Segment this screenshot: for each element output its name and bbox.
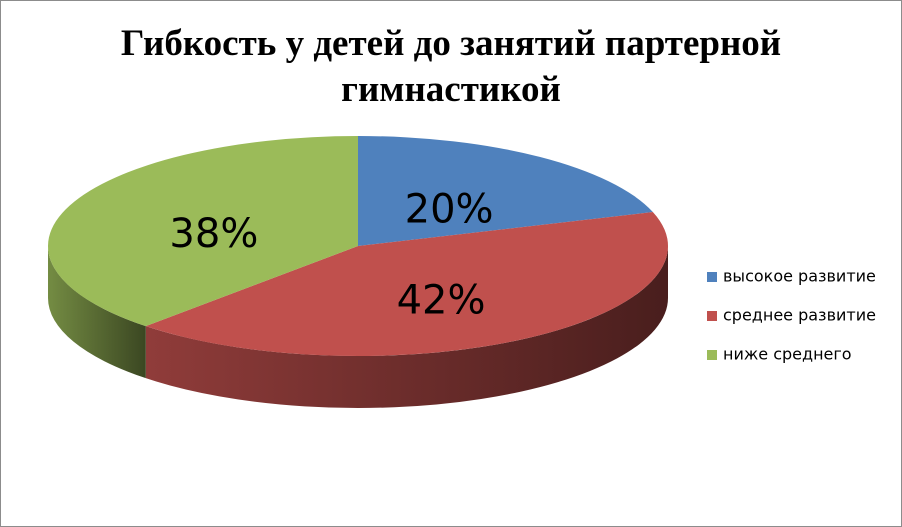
chart-title: Гибкость у детей до занятий партерной ги… xyxy=(120,23,782,110)
slice xyxy=(47,136,359,327)
data-label: 38% xyxy=(169,211,258,257)
slice xyxy=(145,212,668,356)
legend-label: высокое развитие xyxy=(723,267,876,286)
data-label: 42% xyxy=(397,277,486,323)
legend-swatch xyxy=(707,272,717,282)
legend-label: ниже среднего xyxy=(723,345,852,364)
legend-swatch xyxy=(707,311,717,321)
slice-side xyxy=(145,246,668,408)
legend-label: среднее развитие xyxy=(723,306,876,325)
slice-side xyxy=(48,246,146,379)
legend-swatch xyxy=(707,350,717,360)
data-label: 20% xyxy=(405,187,494,233)
slice xyxy=(358,136,653,246)
